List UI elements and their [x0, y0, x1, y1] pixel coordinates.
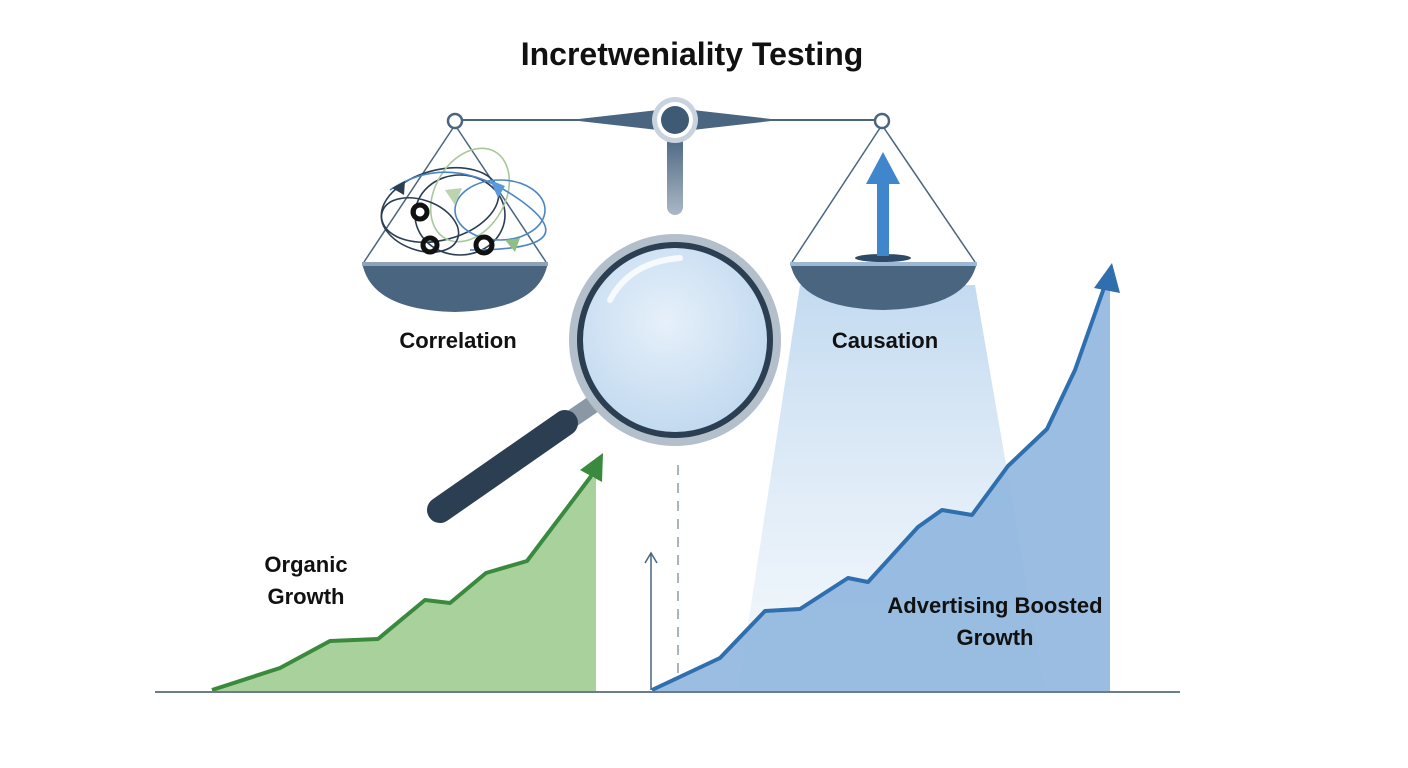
tangled-lines-icon	[380, 147, 547, 256]
organic-line	[211, 473, 594, 692]
page-title: Incretweniality Testing	[520, 36, 864, 72]
advertising-arrowhead-icon	[1094, 263, 1120, 293]
advertising-label-line1: Advertising Boosted	[887, 593, 1103, 618]
organic-growth-chart	[211, 453, 603, 692]
advertising-growth-label: Advertising Boosted Growth	[865, 590, 1125, 654]
advertising-area	[652, 290, 1110, 692]
causation-label: Causation	[831, 328, 939, 353]
organic-area	[212, 478, 596, 692]
organic-growth-label: Organic Growth	[236, 549, 376, 613]
organic-label-line2: Growth	[267, 584, 345, 609]
small-up-arrow-icon	[644, 551, 658, 690]
advertising-growth-chart	[651, 263, 1120, 692]
magnifying-glass-icon	[427, 234, 781, 523]
advertising-label-line2: Growth	[956, 625, 1034, 650]
right-pan	[790, 262, 977, 310]
up-arrow-icon	[855, 152, 911, 262]
organic-arrowhead-icon	[580, 453, 603, 482]
correlation-label: Correlation	[399, 328, 517, 353]
advertising-line	[651, 284, 1107, 692]
organic-label-line1: Organic	[264, 552, 348, 577]
left-pan	[362, 262, 548, 312]
balance-scale-icon	[362, 97, 977, 312]
